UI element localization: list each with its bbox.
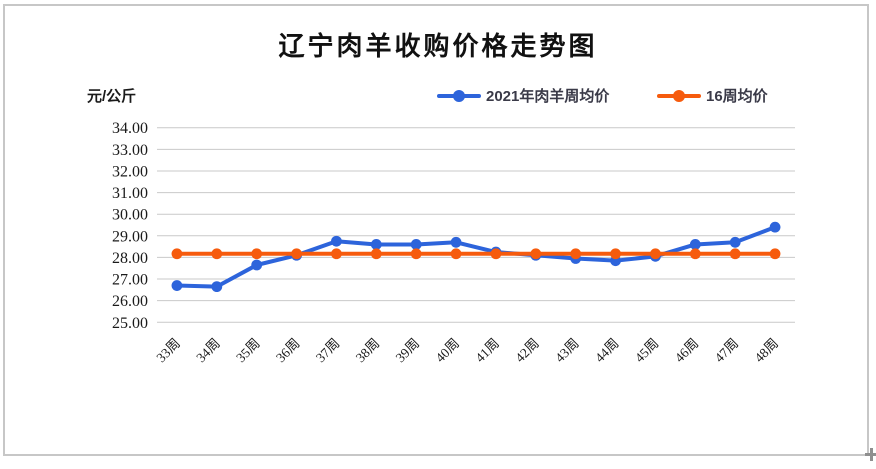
y-tick-label: 33.00 <box>112 142 148 159</box>
legend-label: 2021年肉羊周均价 <box>486 88 610 105</box>
legend-item-16week-avg: 16周均价 <box>657 87 768 105</box>
x-tick-label: 38周 <box>353 336 383 366</box>
x-tick-label: 43周 <box>552 336 582 366</box>
x-tick-label: 39周 <box>393 336 423 366</box>
chart-frame <box>3 4 869 456</box>
x-tick-label: 37周 <box>313 336 343 366</box>
legend-dot-orange-icon <box>673 89 685 102</box>
x-tick-label: 48周 <box>751 336 781 366</box>
chart-title: 辽宁肉羊收购价格走势图 <box>278 32 598 62</box>
series-line-0 <box>174 225 778 289</box>
data-point-marker-s1-43周 <box>570 248 582 260</box>
y-tick-label: 34.00 <box>112 120 148 137</box>
data-point-marker-s1-41周 <box>490 248 502 260</box>
data-point-marker-s1-42周 <box>530 248 542 260</box>
x-tick-label: 35周 <box>233 336 263 366</box>
x-tick-label: 42周 <box>512 336 542 366</box>
data-point-marker-s0-33周 <box>171 280 183 291</box>
legend-marker-blue-icon <box>437 89 481 102</box>
data-point-marker-s0-48周 <box>769 221 781 233</box>
x-tick-label: 36周 <box>273 336 303 366</box>
cell-cursor-plus-icon <box>865 448 876 461</box>
x-tick-label: 44周 <box>592 336 622 366</box>
x-tick-label: 40周 <box>432 336 462 366</box>
y-tick-label: 31.00 <box>112 185 148 202</box>
data-point-marker-s1-37周 <box>331 248 342 260</box>
data-point-marker-s0-39周 <box>410 239 422 250</box>
x-tick-label: 41周 <box>472 336 502 366</box>
legend-dot-blue-icon <box>453 89 465 102</box>
data-point-marker-s1-40周 <box>450 248 462 260</box>
data-point-marker-s0-40周 <box>450 236 462 248</box>
legend-marker-orange-icon <box>657 89 701 102</box>
y-tick-label: 27.00 <box>112 272 148 289</box>
data-point-marker-s0-38周 <box>370 239 382 250</box>
data-point-marker-s1-46周 <box>689 248 701 260</box>
y-tick-label: 28.00 <box>112 250 148 267</box>
data-point-marker-s0-47周 <box>729 236 741 248</box>
y-tick-label: 25.00 <box>112 315 148 332</box>
data-point-marker-s1-38周 <box>370 248 382 260</box>
data-point-marker-s1-47周 <box>729 248 741 260</box>
data-point-marker-s1-34周 <box>211 248 223 260</box>
data-point-marker-s0-34周 <box>211 281 223 293</box>
x-tick-label: 34周 <box>193 336 223 366</box>
x-tick-label: 46周 <box>672 336 702 366</box>
y-tick-label: 29.00 <box>112 228 148 245</box>
data-point-marker-s1-44周 <box>610 248 621 260</box>
legend-item-2021-weekly: 2021年肉羊周均价 <box>437 87 610 105</box>
data-point-marker-s0-35周 <box>251 259 263 271</box>
data-point-marker-s0-46周 <box>689 239 701 250</box>
data-point-marker-s1-39周 <box>410 248 422 260</box>
y-tick-label: 32.00 <box>112 163 148 180</box>
x-tick-label: 47周 <box>712 336 742 366</box>
legend-label: 16周均价 <box>706 88 768 105</box>
data-point-marker-s1-33周 <box>171 248 183 260</box>
data-point-marker-s0-37周 <box>331 235 342 247</box>
data-point-marker-s1-36周 <box>291 248 302 260</box>
data-point-marker-s1-48周 <box>769 248 781 260</box>
y-tick-label: 30.00 <box>112 207 148 224</box>
x-tick-label: 33周 <box>153 336 183 366</box>
y-axis-unit-label: 元/公斤 <box>87 88 137 105</box>
data-point-marker-s1-45周 <box>650 248 661 260</box>
y-tick-label: 26.00 <box>112 293 148 310</box>
data-point-marker-s1-35周 <box>251 248 263 260</box>
x-tick-label: 45周 <box>632 336 662 366</box>
